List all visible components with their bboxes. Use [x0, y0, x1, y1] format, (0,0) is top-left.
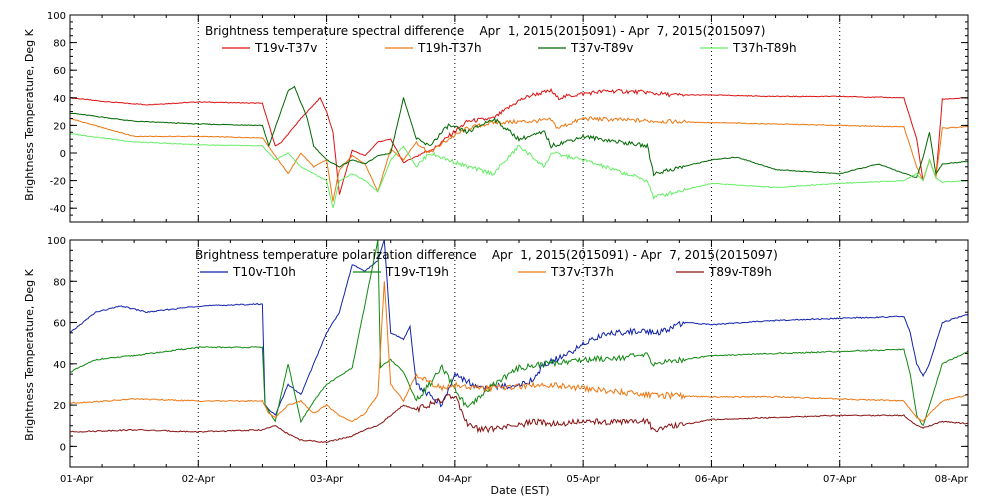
y-tick-label: 60	[53, 319, 66, 330]
series-line-t19v-t19h	[69, 239, 969, 427]
y-tick-label: 0	[60, 149, 66, 160]
plot-frame	[69, 239, 969, 468]
y-tick-label: -40	[50, 204, 66, 215]
legend-label: T89v-T89h	[708, 265, 772, 279]
panel-title: Brightness temperature polarization diff…	[195, 248, 778, 262]
y-tick-label: 60	[53, 66, 66, 77]
x-tick-label: 04-Apr	[438, 474, 472, 485]
x-tick-label: 07-Apr	[823, 474, 857, 485]
y-tick-label: -20	[50, 177, 66, 188]
x-tick-label: 05-Apr	[566, 474, 600, 485]
x-tick-label: 01-Apr	[60, 474, 94, 485]
series-line-t37v-t89v	[69, 85, 969, 178]
y-tick-label: 100	[47, 11, 66, 22]
y-tick-label: 20	[53, 401, 66, 412]
series-lines	[69, 85, 969, 209]
axis-ticks: 0 20 40 60 80 100 01-Apr 02-Apr 03-Apr 04-Apr 05-A…	[47, 236, 969, 485]
legend: T10v-T10h T19v-T19h T37v-T37h T89v-T89h	[200, 265, 772, 279]
x-tick-label: 03-Apr	[310, 474, 344, 485]
y-tick-label: 80	[53, 277, 66, 288]
y-tick-label: 100	[47, 236, 66, 247]
y-axis-title: Brightness Temperature, Deg K	[23, 268, 36, 440]
x-axis-title: Date (EST)	[490, 484, 549, 497]
series-lines	[69, 239, 969, 444]
legend-label: T19v-T37v	[254, 41, 317, 55]
legend-label: T10v-T10h	[232, 265, 296, 279]
y-tick-label: 20	[53, 121, 66, 132]
y-tick-label: 40	[53, 360, 66, 371]
x-tick-label: 08-Apr	[935, 474, 969, 485]
legend-label: T37h-T89h	[732, 41, 797, 55]
y-tick-label: 0	[60, 442, 66, 453]
vertical-grid	[197, 15, 841, 222]
y-axis-title: Brightness Temperature, Deg K	[23, 28, 36, 200]
legend: T19v-T37v T19h-T37h T37v-T89v T37h-T89h	[222, 41, 797, 55]
y-tick-label: 40	[53, 94, 66, 105]
plot-frame	[69, 14, 969, 223]
legend-label: T19v-T19h	[385, 265, 449, 279]
axis-ticks: -40 -20 0 20 40 60 80 100	[47, 11, 969, 223]
series-line-t19h-t37h	[69, 116, 969, 202]
x-tick-label: 02-Apr	[182, 474, 216, 485]
spectral-difference-panel: -40 -20 0 20 40 60 80 100 Brightness temperatur…	[23, 11, 969, 223]
series-line-t19v-t37v	[69, 87, 969, 195]
legend-label: T37v-T89v	[570, 41, 633, 55]
legend-label: T37v-T37h	[550, 265, 614, 279]
y-tick-label: 80	[53, 39, 66, 50]
x-tick-label: 06-Apr	[695, 474, 729, 485]
series-line-t89v-t89h	[69, 394, 968, 444]
series-line-t10v-t10h	[69, 239, 969, 416]
series-line-t37h-t89h	[70, 133, 969, 209]
series-line-t37v-t37h	[69, 281, 968, 423]
polarization-difference-panel: 0 20 40 60 80 100 01-Apr 02-Apr 03-Apr 04-Apr 05-A…	[23, 236, 969, 497]
panel-title: Brightness temperature spectral differen…	[205, 24, 765, 38]
legend-label: T19h-T37h	[417, 41, 482, 55]
